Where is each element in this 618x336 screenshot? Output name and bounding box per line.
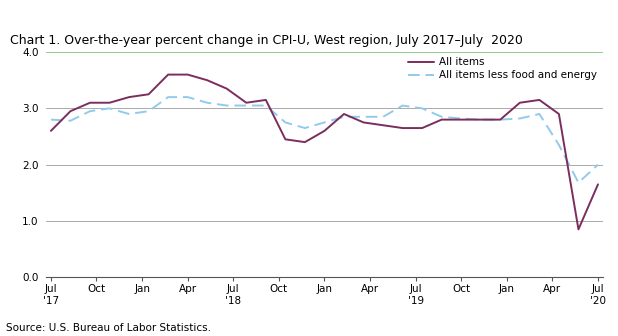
Text: Source: U.S. Bureau of Labor Statistics.: Source: U.S. Bureau of Labor Statistics. [6,323,211,333]
All items less food and energy [47,118,54,122]
All items [321,129,328,133]
All items less food and energy [418,106,426,110]
All items [301,140,308,144]
All items [282,137,289,141]
All items [164,73,172,77]
All items less food and energy [438,115,446,119]
All items [418,126,426,130]
All items less food and energy [282,120,289,124]
All items [203,78,211,82]
Legend: All items, All items less food and energy: All items, All items less food and energ… [408,57,598,80]
All items less food and energy [106,106,113,110]
All items less food and energy [457,117,465,121]
All items less food and energy [477,118,485,122]
All items [106,101,113,105]
All items less food and energy [67,119,74,123]
All items [379,123,387,127]
All items [262,98,269,102]
All items [184,73,192,77]
All items [341,112,348,116]
All items [87,101,94,105]
All items less food and energy [399,103,406,108]
All items less food and energy [341,115,348,119]
All items [145,92,152,96]
All items less food and energy [575,181,582,185]
All items [457,118,465,122]
All items less food and energy [321,120,328,124]
All items less food and energy [301,126,308,130]
All items [47,129,54,133]
All items less food and energy [164,95,172,99]
All items [438,118,446,122]
All items less food and energy [536,112,543,116]
Line: All items: All items [51,75,598,229]
All items less food and energy [203,101,211,105]
All items [516,101,523,105]
All items less food and energy [555,143,562,147]
All items less food and energy [223,103,231,108]
All items less food and energy [145,109,152,113]
All items less food and energy [184,95,192,99]
All items less food and energy [87,109,94,113]
All items [67,109,74,113]
All items less food and energy [497,118,504,122]
Text: Chart 1. Over-the-year percent change in CPI-U, West region, July 2017–July  202: Chart 1. Over-the-year percent change in… [11,34,523,47]
All items [399,126,406,130]
Line: All items less food and energy: All items less food and energy [51,97,598,183]
All items [595,182,602,186]
All items less food and energy [379,115,387,119]
All items less food and energy [243,103,250,108]
All items less food and energy [360,115,367,119]
All items less food and energy [125,112,133,116]
All items [477,118,485,122]
All items [536,98,543,102]
All items [125,95,133,99]
All items less food and energy [262,103,269,108]
All items less food and energy [595,163,602,167]
All items less food and energy [516,117,523,121]
All items [360,120,367,124]
All items [575,227,582,232]
All items [223,87,231,91]
All items [243,101,250,105]
All items [497,118,504,122]
All items [555,112,562,116]
